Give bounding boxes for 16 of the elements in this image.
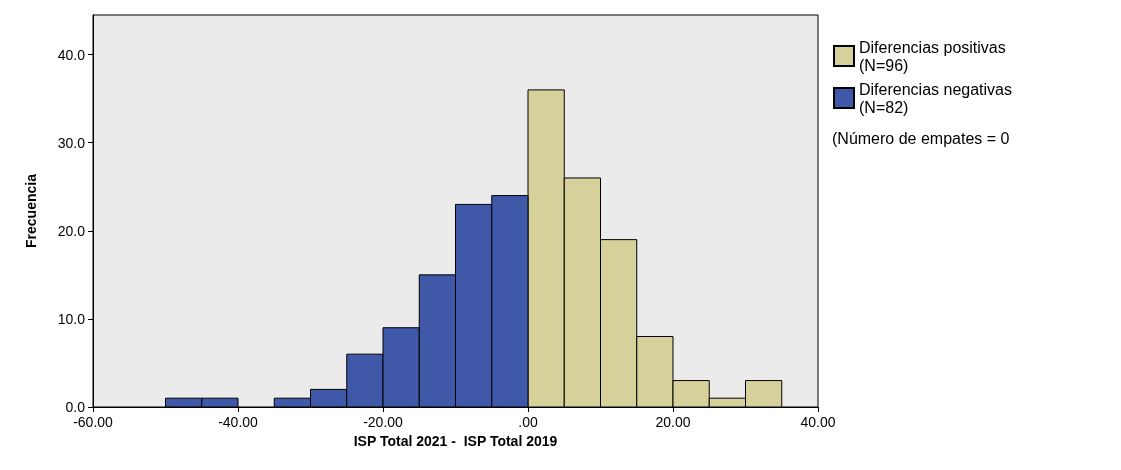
x-tick-label: 40.00 xyxy=(800,414,836,430)
y-tick-label: 10.0 xyxy=(57,310,86,327)
y-axis-title: Frecuencia xyxy=(23,173,39,248)
text: (Número de empates = 0 xyxy=(832,129,1010,147)
y-tick-label: 0.0 xyxy=(65,399,86,415)
x-tick-label: -40.00 xyxy=(218,414,259,430)
x-tick-label: -20.00 xyxy=(363,414,404,430)
y-tick-label: 40.0 xyxy=(57,46,86,63)
y-tick-label: 20.0 xyxy=(57,222,86,239)
legend-label: Diferencias positivas (N=96) xyxy=(859,38,1011,74)
y-tick-label: 30.0 xyxy=(57,134,86,151)
legend-label: Diferencias negativas (N=82) xyxy=(859,80,1017,116)
x-tick-label: .00 xyxy=(518,414,538,430)
x-tick-label: 20.00 xyxy=(655,414,691,430)
x-axis-title: ISP Total 2021 - ISP Total 2019 xyxy=(353,432,558,449)
x-tick-label: -60.00 xyxy=(73,414,114,430)
